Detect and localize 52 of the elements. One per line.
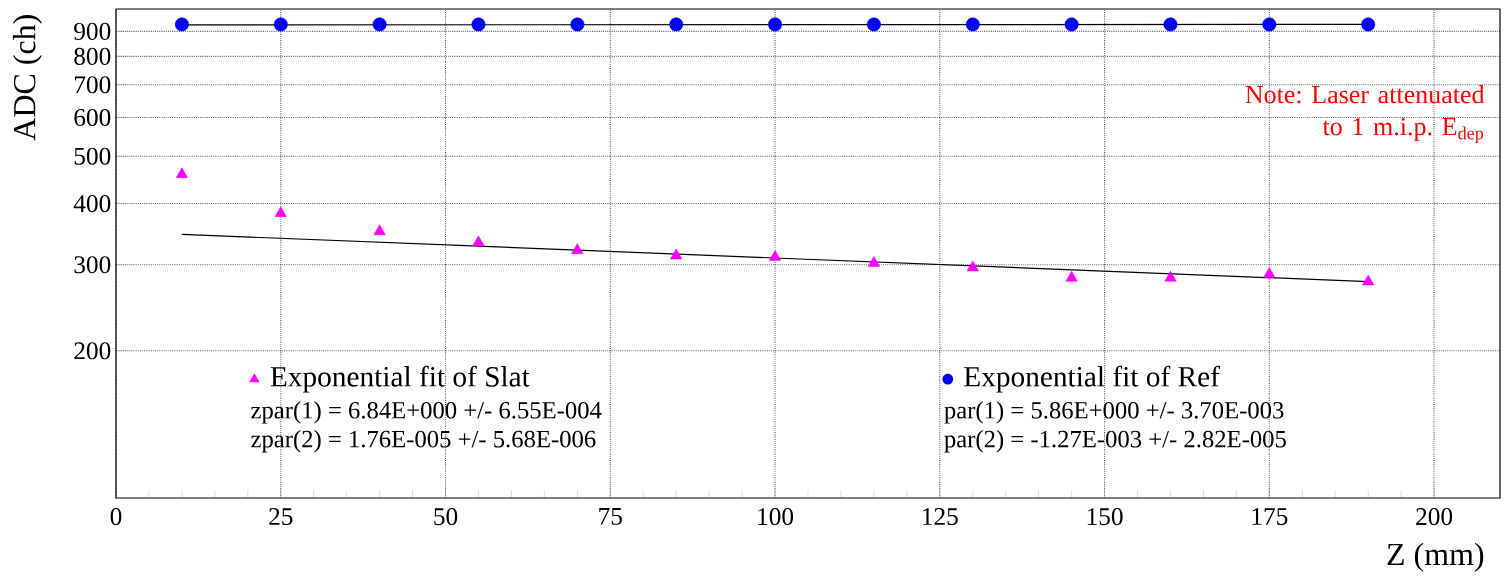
point: [274, 206, 287, 217]
annotation: par(2) = -1.27E-003 +/- 2.82E-005: [944, 430, 1286, 453]
point: [570, 17, 585, 32]
legend-label: Exponential fit of Slat: [270, 365, 530, 393]
y-tick-label: 400: [73, 195, 111, 213]
point: [1263, 267, 1276, 278]
point: [867, 256, 880, 267]
point: [571, 243, 584, 254]
point: [966, 260, 979, 272]
y-tick-label: 200: [74, 342, 111, 360]
point: [373, 224, 386, 235]
point: [669, 17, 684, 32]
point: [1065, 270, 1078, 282]
x-axis-title: Z (mm): [1387, 542, 1484, 572]
x-tick-label: 150: [1087, 508, 1123, 526]
point: [768, 17, 782, 32]
point: [769, 250, 782, 261]
y-tick-label: 800: [74, 47, 111, 65]
x-tick-label: 75: [599, 508, 622, 525]
x-tick-label: 125: [923, 508, 958, 526]
legend-label: Exponential fit of Ref: [964, 365, 1220, 393]
annotation: zpar(1) = 6.84E+000 +/- 6.55E-004: [251, 401, 602, 424]
point: [174, 17, 189, 32]
y-tick-label: 600: [74, 108, 111, 127]
x-tick-label: 0: [110, 508, 122, 526]
annotation: par(1) = 5.86E+000 +/- 3.70E-003: [944, 401, 1284, 424]
point: [1163, 17, 1178, 32]
point: [1262, 17, 1277, 32]
annotation: zpar(2) = 1.76E-005 +/- 5.68E-006: [251, 430, 596, 453]
point: [175, 167, 188, 178]
y-tick-label: 300: [74, 256, 111, 274]
x-tick-label: 175: [1252, 508, 1288, 526]
x-tick-label: 25: [269, 508, 293, 526]
y-tick-label: 900: [74, 22, 111, 40]
y-axis-title: ADC (ch): [12, 15, 42, 141]
y-tick-label: 500: [74, 147, 111, 165]
point: [472, 235, 485, 247]
point: [1064, 17, 1079, 32]
y-tick-label: 700: [74, 76, 111, 94]
point: [1164, 270, 1177, 282]
point: [372, 17, 387, 32]
point: [670, 248, 683, 260]
x-tick-label: 200: [1416, 508, 1453, 526]
point: [965, 17, 980, 32]
x-tick-label: 100: [758, 508, 794, 526]
point: [471, 17, 486, 32]
x-tick-label: 50: [434, 508, 458, 526]
point: [1362, 274, 1375, 286]
point: [866, 17, 881, 32]
point: [1361, 17, 1376, 32]
point: [273, 17, 288, 32]
annotation: Note: Laser attenuated to 1 m.i.p. E$_{dep}$: [1245, 85, 1485, 144]
